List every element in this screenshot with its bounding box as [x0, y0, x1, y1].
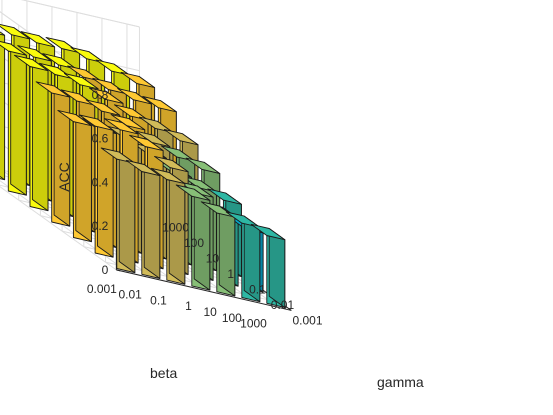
- bars: [0, 24, 286, 308]
- bar-side-face: [31, 59, 49, 212]
- bar: [250, 223, 286, 308]
- bar-top-face: [85, 99, 121, 116]
- bar-top-face: [57, 109, 92, 127]
- bar-side-face: [143, 164, 161, 279]
- x-axis-title: gamma: [377, 374, 424, 390]
- bar-top-face: [142, 96, 177, 113]
- bar-top-face: [154, 155, 189, 173]
- bar-top-face: [207, 188, 242, 205]
- bar-side-face: [118, 151, 136, 274]
- bar-top-face: [0, 41, 27, 56]
- gamma-tick-label: 10: [206, 252, 220, 266]
- z-tick-label: 0: [102, 263, 109, 277]
- bar-top-face: [150, 167, 186, 185]
- bar: [13, 54, 49, 212]
- z-tick-label: 0.8: [92, 88, 109, 102]
- z-tick-label: 0.4: [92, 175, 109, 189]
- gamma-tick-label: 1: [227, 267, 234, 281]
- bar: [150, 167, 186, 285]
- gamma-tick-label: 1000: [162, 221, 189, 235]
- bar-top-face: [110, 114, 146, 131]
- bar-top-face: [120, 71, 156, 89]
- gamma-tick-label: 0.01: [271, 298, 295, 312]
- z-tick-label: 0.6: [92, 132, 109, 146]
- gamma-tick-label: 0.1: [249, 283, 266, 297]
- bar-side-face: [268, 228, 286, 308]
- bar: [0, 41, 27, 196]
- beta-axis-line: [116, 269, 292, 311]
- bar: [200, 201, 236, 297]
- bar: [0, 31, 6, 181]
- bar-top-face: [45, 36, 81, 54]
- bar-top-face: [0, 31, 6, 36]
- bar-top-face: [185, 157, 221, 174]
- beta-tick-label: 10: [203, 305, 217, 319]
- bar-side-face: [53, 85, 71, 227]
- bar-top-face: [117, 88, 152, 105]
- bar: [57, 109, 92, 243]
- bar-top-face: [88, 87, 124, 104]
- bar-side-face: [218, 205, 236, 297]
- beta-tick-label: 0.01: [118, 288, 142, 302]
- bar-top-face: [79, 114, 114, 131]
- gamma-tick-label: 100: [184, 236, 204, 250]
- bar-top-face: [175, 184, 211, 201]
- gamma-tick-label: 0.001: [293, 314, 323, 328]
- bar-side-face: [0, 31, 6, 181]
- bar-top-face: [129, 134, 164, 152]
- bar-top-face: [35, 81, 71, 98]
- z-tick: [116, 269, 121, 272]
- bar-top-face: [92, 77, 127, 95]
- z-axis-title: ACC: [56, 162, 72, 192]
- bar: [125, 159, 161, 279]
- bar-top-face: [13, 54, 49, 72]
- beta-tick-label: 1: [185, 299, 192, 313]
- bar-top-face: [0, 24, 31, 40]
- bar-top-face: [60, 89, 96, 106]
- box-edge: [21, 0, 140, 28]
- bar: [175, 184, 211, 291]
- bar-top-face: [135, 130, 171, 148]
- bar-top-face: [125, 159, 161, 177]
- bar-side-face: [75, 114, 92, 243]
- beta-tick-label: 0.1: [150, 293, 167, 307]
- bar-top-face: [163, 129, 199, 146]
- z-tick-label: 0.2: [92, 219, 109, 233]
- bar: [35, 81, 71, 227]
- y-axis-title: beta: [150, 365, 177, 381]
- bar-top-face: [17, 45, 52, 62]
- bar-top-face: [20, 31, 56, 48]
- beta-tick-label: 0.001: [87, 282, 117, 296]
- bar-top-face: [38, 62, 74, 80]
- bar-top-face: [250, 223, 286, 241]
- bar-top-face: [63, 73, 99, 90]
- beta-tick-label: 1000: [240, 317, 267, 331]
- bar-top-face: [104, 118, 139, 135]
- bar-top-face: [200, 201, 236, 218]
- beta-tick-label: 100: [222, 311, 242, 325]
- bar-side-face: [10, 43, 27, 196]
